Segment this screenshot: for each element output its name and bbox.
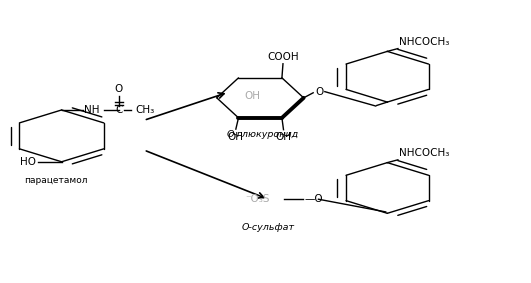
Text: NH: NH	[84, 105, 99, 115]
Text: NHCOCH₃: NHCOCH₃	[399, 37, 449, 47]
Text: COOH: COOH	[267, 52, 299, 62]
Text: OH: OH	[228, 132, 244, 142]
Text: парацетамол: парацетамол	[24, 176, 88, 185]
Text: CH₃: CH₃	[136, 105, 155, 115]
Text: HO: HO	[20, 157, 36, 167]
Text: O: O	[315, 87, 323, 97]
Text: —O: —O	[304, 194, 323, 204]
Text: C: C	[115, 105, 123, 115]
Text: О-сульфат: О-сульфат	[242, 223, 295, 232]
Text: OH: OH	[276, 132, 292, 143]
Text: NHCOCH₃: NHCOCH₃	[399, 148, 449, 158]
Text: О-глюкуронид: О-глюкуронид	[227, 130, 299, 139]
Text: ⁻O₃S: ⁻O₃S	[245, 194, 270, 204]
Text: OH: OH	[244, 91, 260, 101]
Text: O: O	[115, 84, 123, 95]
